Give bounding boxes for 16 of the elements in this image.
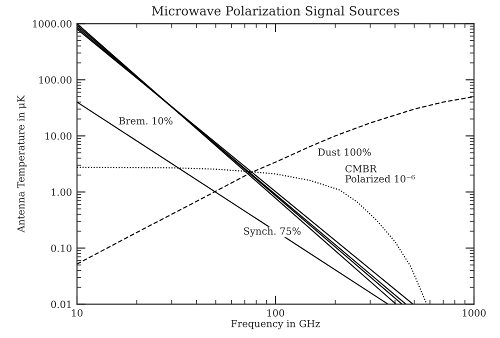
y-tick-label: 0.01 <box>51 300 71 308</box>
y-axis-title: Antenna Temperature in μK <box>17 95 26 233</box>
x-tick-label: 100 <box>267 309 284 317</box>
series-label: Synch. 75% <box>244 227 301 237</box>
series-label: CMBR Polarized 10⁻⁶ <box>345 164 415 182</box>
x-tick-label: 10 <box>72 309 83 317</box>
series-label: Brem. 10% <box>119 117 173 124</box>
y-tick-label: 0.10 <box>51 244 72 252</box>
y-tick-label: 10.00 <box>45 132 72 140</box>
y-tick-label: 100.00 <box>39 76 72 84</box>
y-tick-label: 1.00 <box>52 188 72 196</box>
chart-title: Microwave Polarization Signal Sources <box>152 6 400 18</box>
x-tick-label: 1000 <box>462 309 486 317</box>
series-label: Dust 100% <box>318 148 371 156</box>
y-tick-label: 1000.00 <box>33 20 72 28</box>
x-axis-title: Frequency in GHz <box>231 320 320 330</box>
